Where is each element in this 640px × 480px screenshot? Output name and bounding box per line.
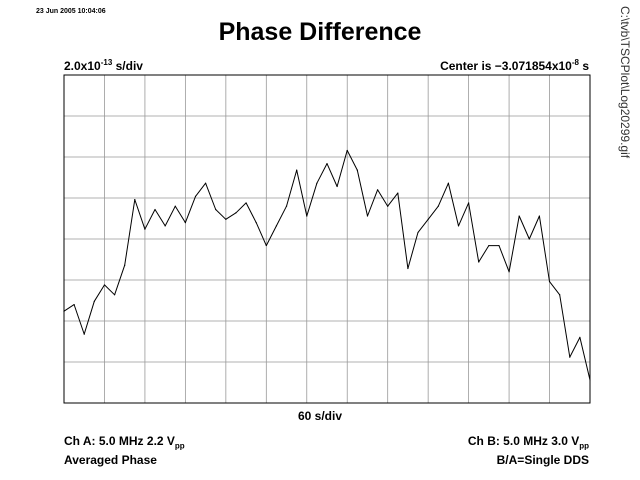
vertical-scale-mantissa: 2.0x10: [64, 59, 101, 73]
trace-point: [154, 208, 156, 211]
center-value-unit: s: [578, 59, 589, 73]
center-value-exponent: -8: [571, 58, 579, 67]
trace-point: [134, 199, 136, 201]
trace-points: [63, 149, 591, 381]
channel-b-settings: Ch B: 5.0 MHz 3.0 Vpp: [468, 434, 589, 453]
trace-point: [144, 228, 146, 230]
trace-point: [488, 244, 490, 247]
vertical-scale-label: 2.0x10-13 s/div: [64, 58, 143, 73]
trace-point: [518, 215, 520, 217]
trace-point: [93, 300, 95, 302]
trace-point: [113, 294, 116, 296]
trace-point: [73, 304, 75, 306]
channel-b-mode: B/A=Single DDS: [496, 453, 589, 468]
trace-point: [548, 281, 551, 283]
timestamp: 23 Jun 2005 10:04:06: [36, 8, 106, 15]
trace-point: [457, 225, 460, 227]
trace-point: [478, 261, 480, 263]
trace-point: [164, 225, 166, 227]
trace-point: [316, 182, 318, 184]
trace-point: [387, 205, 389, 207]
trace-point: [407, 267, 409, 270]
horizontal-scale-label: 60 s/div: [297, 409, 343, 423]
trace-point: [285, 205, 288, 207]
trace-point: [397, 192, 399, 194]
phase-trace: [63, 149, 591, 381]
trace-point: [346, 149, 348, 152]
trace-point: [356, 169, 358, 171]
trace-point: [194, 195, 197, 197]
trace-point: [437, 205, 439, 207]
trace-point: [538, 215, 541, 217]
chart-title: Phase Difference: [218, 18, 422, 46]
trace-point: [205, 182, 207, 184]
vertical-scale-unit: s/div: [112, 59, 143, 73]
trace-point: [265, 244, 267, 247]
trace-point: [569, 356, 571, 358]
center-value-prefix: Center is −3.071854x10: [440, 59, 572, 73]
channel-b-info: Ch B: 5.0 MHz 3.0 Vpp B/A=Single DDS: [468, 434, 589, 467]
trace-point: [184, 222, 186, 224]
channel-b-vpp-subscript: pp: [579, 441, 589, 451]
center-value-label: Center is −3.071854x10-8 s: [440, 58, 589, 73]
trace-point: [427, 218, 429, 220]
file-path: C:\tvb\TSCPlot\Log20299.gif: [618, 6, 632, 159]
trace-point: [124, 264, 126, 266]
trace-point: [63, 310, 65, 312]
trace-point: [559, 294, 561, 296]
trace-point: [468, 202, 470, 204]
plot-grid: [64, 75, 590, 403]
trace-point: [83, 333, 85, 335]
trace-point: [245, 202, 247, 204]
trace-point: [225, 218, 227, 220]
trace-point: [579, 336, 581, 338]
channel-b-settings-text: Ch B: 5.0 MHz 3.0 V: [467, 434, 580, 448]
trace-point: [235, 212, 237, 214]
trace-point: [417, 231, 419, 234]
trace-point: [174, 205, 176, 207]
trace-point: [103, 284, 106, 286]
trace-point: [336, 185, 338, 188]
trace-point: [366, 215, 369, 217]
trace-point: [255, 222, 257, 224]
trace-point: [306, 215, 308, 217]
channel-a-settings-text: Ch A: 5.0 MHz 2.2 V: [64, 434, 175, 448]
trace-point: [508, 271, 510, 273]
channel-a-info: Ch A: 5.0 MHz 2.2 Vpp Averaged Phase: [64, 434, 185, 467]
channel-a-mode: Averaged Phase: [64, 453, 157, 468]
trace-point: [498, 244, 500, 247]
trace-point: [326, 162, 328, 165]
trace-point: [589, 379, 591, 381]
channel-a-settings: Ch A: 5.0 MHz 2.2 Vpp: [64, 434, 185, 453]
trace-point: [447, 182, 449, 184]
plot-frame: [63, 74, 591, 404]
trace-point: [275, 225, 278, 227]
channel-a-vpp-subscript: pp: [174, 441, 185, 451]
trace-point: [296, 169, 298, 171]
vertical-scale-exponent: -13: [100, 58, 113, 67]
trace-point: [528, 238, 530, 240]
trace-point: [215, 208, 217, 211]
trace-point: [376, 189, 379, 191]
